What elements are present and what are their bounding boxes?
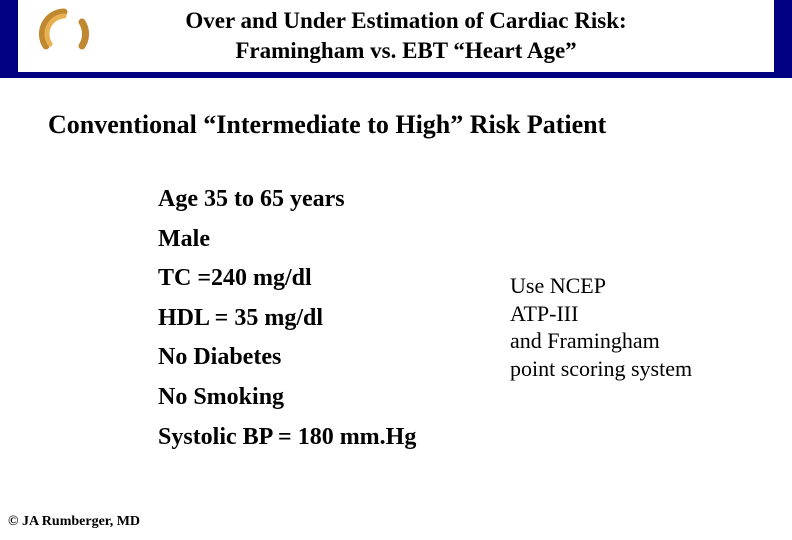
header-title-box: Over and Under Estimation of Cardiac Ris… [18,0,774,72]
subtitle: Conventional “Intermediate to High” Risk… [48,110,792,140]
list-item: Age 35 to 65 years [158,180,792,220]
logo-icon [36,6,92,62]
content-area: Conventional “Intermediate to High” Risk… [0,110,792,457]
list-item: Systolic BP = 180 mm.Hg [158,418,792,458]
callout-line: point scoring system [510,355,770,383]
header-bar: Over and Under Estimation of Cardiac Ris… [0,0,792,78]
list-item: Male [158,220,792,260]
title-line-2: Framingham vs. EBT “Heart Age” [78,36,734,66]
callout-line: ATP-III [510,300,770,328]
title-block: Over and Under Estimation of Cardiac Ris… [18,6,774,66]
callout-line: Use NCEP [510,272,770,300]
title-line-1: Over and Under Estimation of Cardiac Ris… [78,6,734,36]
callout-box: Use NCEP ATP-III and Framingham point sc… [510,272,770,382]
footer-copyright: © JA Rumberger, MD [8,514,140,530]
list-item: No Smoking [158,378,792,418]
callout-line: and Framingham [510,327,770,355]
